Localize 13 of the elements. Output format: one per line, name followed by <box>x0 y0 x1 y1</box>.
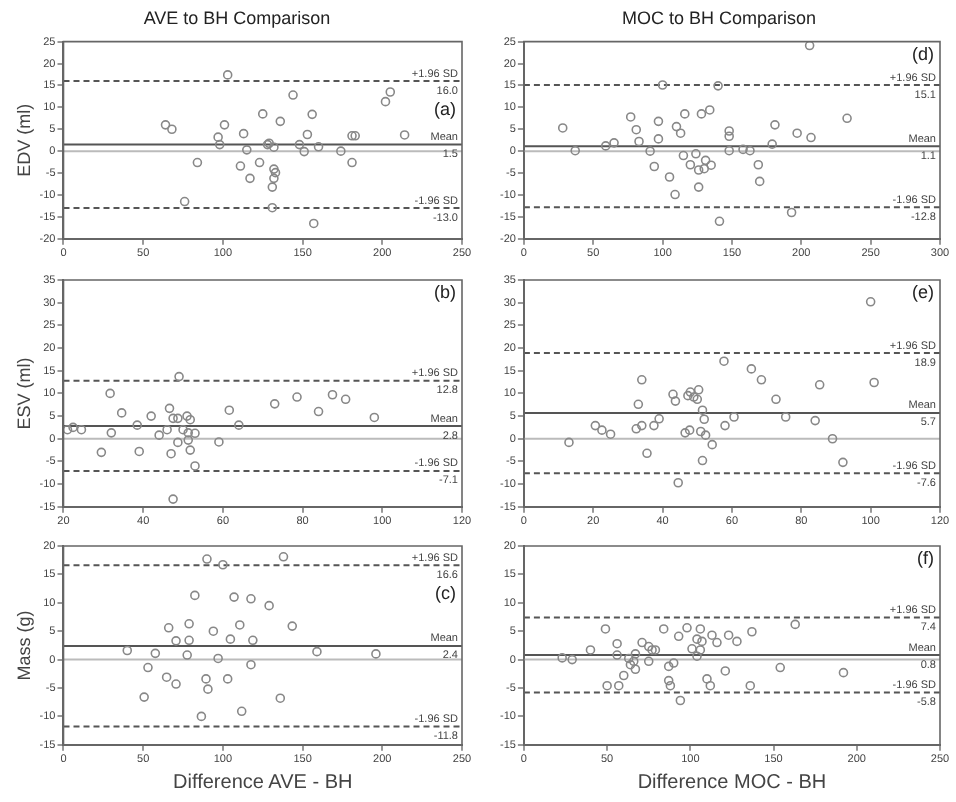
annotation: (a) <box>434 99 456 120</box>
y-axis-title: EDV (ml) <box>13 103 34 177</box>
x-axis-title: Difference MOC - BH <box>637 772 827 795</box>
annotation: (d) <box>912 43 934 64</box>
annotation: (c) <box>435 583 456 604</box>
y-axis-title: ESV (ml) <box>13 356 34 429</box>
chart-title: MOC to BH Comparison <box>621 7 817 28</box>
annotation: (f) <box>917 548 934 569</box>
x-axis-title: Difference AVE - BH <box>173 772 353 795</box>
chart-title: AVE to BH Comparison <box>143 7 331 28</box>
annotation: (b) <box>434 281 456 302</box>
y-axis-title: Mass (g) <box>13 611 34 682</box>
annotation: (e) <box>912 281 934 302</box>
